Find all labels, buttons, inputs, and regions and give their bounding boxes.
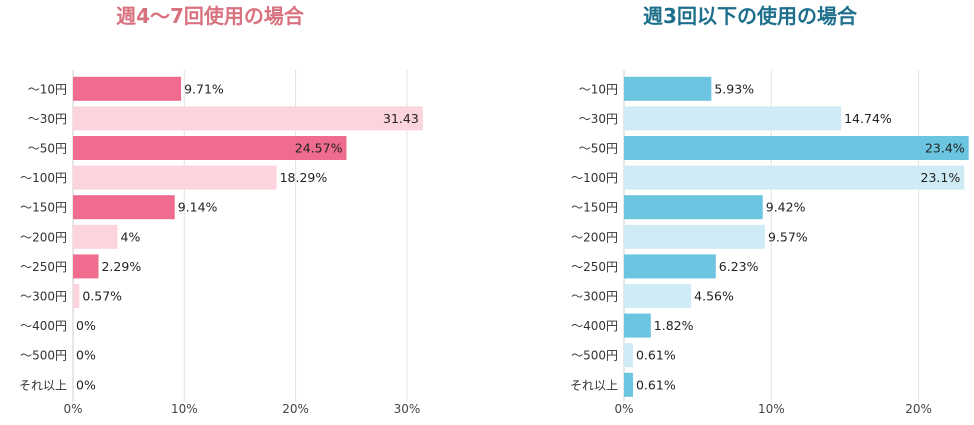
- bar: [624, 224, 765, 249]
- category-label: ～300円: [571, 290, 618, 304]
- data-label: 23.4%: [925, 141, 965, 156]
- chart-title-left: 週4〜7回使用の場合: [116, 4, 304, 28]
- bar: [624, 284, 692, 308]
- bar: [73, 195, 175, 220]
- bar: [624, 313, 651, 338]
- category-label: ～30円: [28, 112, 67, 126]
- category-label: ～50円: [28, 142, 67, 156]
- category-label: ～10円: [579, 82, 618, 96]
- bar: [624, 195, 763, 220]
- category-label: それ以上: [570, 378, 618, 392]
- x-tick-label: 0%: [614, 402, 633, 416]
- data-label: 0%: [76, 318, 96, 333]
- bar: [624, 343, 633, 368]
- bar: [73, 165, 277, 190]
- bar: [624, 106, 842, 131]
- chart-right: 0% 10% 20% ～10円 5.93% ～30円 14.74% ～50円 23.4% ～100…: [570, 70, 969, 416]
- category-label: ～250円: [571, 260, 618, 274]
- category-label: ～400円: [20, 319, 67, 333]
- data-label: 31.43: [383, 111, 419, 126]
- bar: [73, 76, 182, 101]
- category-label: ～250円: [20, 260, 67, 274]
- category-label: ～100円: [20, 171, 67, 185]
- data-label: 4%: [121, 229, 141, 244]
- category-label: ～500円: [571, 349, 618, 363]
- category-label: ～400円: [571, 319, 618, 333]
- x-tick-label: 20%: [905, 402, 932, 416]
- data-label: 2.29%: [101, 259, 141, 274]
- bar: [624, 136, 969, 160]
- bar: [73, 224, 118, 249]
- category-label: ～50円: [579, 142, 618, 156]
- data-label: 9.14%: [178, 200, 218, 215]
- data-label: 23.1%: [921, 170, 961, 185]
- chart-left: 0% 10% 20% 30% ～10円 9.71% ～30円 31.43 ～50円 24.57% ～…: [19, 70, 423, 416]
- category-label: ～200円: [571, 230, 618, 244]
- category-label: ～300円: [20, 290, 67, 304]
- category-label: ～30円: [579, 112, 618, 126]
- data-label: 0%: [76, 377, 96, 392]
- data-label: 0%: [76, 348, 96, 363]
- category-label: ～500円: [20, 349, 67, 363]
- data-label: 0.61%: [636, 348, 676, 363]
- category-label: ～100円: [571, 171, 618, 185]
- bar: [624, 165, 965, 190]
- category-label: それ以上: [19, 378, 67, 392]
- bar: [624, 254, 716, 279]
- category-label: ～150円: [571, 201, 618, 215]
- data-label: 1.82%: [654, 318, 694, 333]
- data-label: 9.42%: [766, 200, 806, 215]
- bar: [73, 136, 347, 160]
- data-label: 0.61%: [636, 377, 676, 392]
- chart-title-right: 週3回以下の使用の場合: [643, 4, 857, 28]
- data-label: 14.74%: [844, 111, 892, 126]
- data-label: 0.57%: [82, 289, 122, 304]
- data-label: 18.29%: [280, 170, 328, 185]
- bar: [73, 254, 99, 279]
- data-label: 9.57%: [768, 229, 808, 244]
- data-label: 9.71%: [184, 81, 224, 96]
- data-label: 24.57%: [295, 141, 343, 156]
- x-tick-label: 20%: [282, 402, 309, 416]
- data-label: 5.93%: [714, 81, 754, 96]
- category-label: ～200円: [20, 230, 67, 244]
- data-label: 6.23%: [719, 259, 759, 274]
- data-label: 4.56%: [694, 289, 734, 304]
- x-tick-label: 10%: [171, 402, 198, 416]
- bar: [624, 76, 712, 101]
- x-tick-label: 0%: [63, 402, 82, 416]
- bar: [624, 372, 633, 397]
- bar: [73, 106, 423, 131]
- x-tick-label: 10%: [758, 402, 785, 416]
- category-label: ～10円: [28, 82, 67, 96]
- category-label: ～150円: [20, 201, 67, 215]
- bar: [73, 284, 80, 308]
- x-tick-label: 30%: [394, 402, 421, 416]
